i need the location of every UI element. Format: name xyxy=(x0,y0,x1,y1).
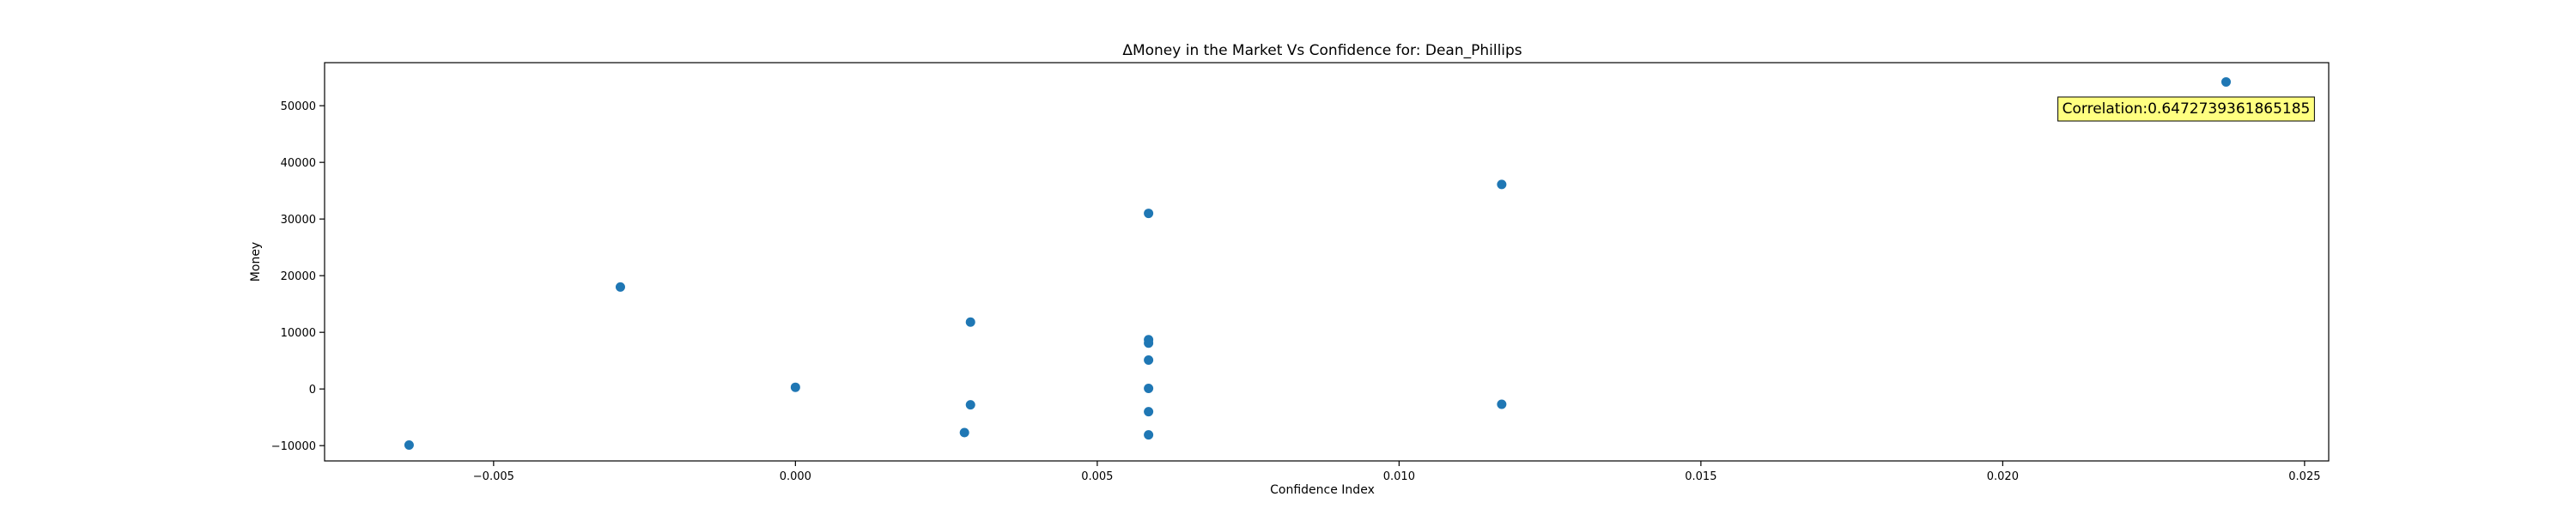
data-point xyxy=(1497,399,1507,409)
correlation-annotation-text: Correlation:0.6472739361865185 xyxy=(2063,100,2311,118)
data-point xyxy=(404,440,414,451)
data-point xyxy=(1497,179,1507,190)
y-tick-label: 10000 xyxy=(281,327,316,340)
x-tick-label: 0.025 xyxy=(2288,470,2320,483)
correlation-annotation-box xyxy=(2057,96,2315,122)
x-tick-label: 0.000 xyxy=(780,470,811,483)
y-axis-ticks: −10000 0 10000 20000 30000 40000 50000 xyxy=(271,100,325,453)
y-tick-label: 0 xyxy=(309,384,316,397)
data-point xyxy=(1144,209,1154,219)
data-point xyxy=(615,282,625,292)
data-point xyxy=(965,317,975,327)
data-point xyxy=(790,382,800,392)
x-axis-ticks: −0.005 0.000 0.005 0.010 0.015 0.020 0.025 xyxy=(473,461,2320,483)
correlation-annotation: Correlation:0.6472739361865185 xyxy=(2057,96,2315,122)
x-tick-label: −0.005 xyxy=(473,470,514,483)
data-point xyxy=(1144,355,1154,366)
x-tick-label: 0.005 xyxy=(1081,470,1113,483)
y-axis-label: Money xyxy=(249,242,263,282)
x-tick-label: 0.020 xyxy=(1987,470,2019,483)
y-tick-label: −10000 xyxy=(271,440,316,453)
x-axis-label: Confidence Index xyxy=(1270,483,1375,497)
data-point xyxy=(965,400,975,410)
data-point xyxy=(2221,76,2231,87)
y-tick-label: 20000 xyxy=(281,270,316,283)
chart-title: ΔMoney in the Market Vs Confidence for: … xyxy=(1122,42,1522,59)
data-point xyxy=(1144,384,1154,394)
data-points xyxy=(404,76,2231,451)
y-tick-label: 40000 xyxy=(281,157,316,170)
y-tick-label: 30000 xyxy=(281,214,316,227)
x-tick-label: 0.010 xyxy=(1383,470,1415,483)
data-point xyxy=(959,427,969,438)
plot-area-frame xyxy=(324,62,2330,462)
data-point xyxy=(1144,407,1154,417)
y-tick-label: 50000 xyxy=(281,100,316,113)
data-point xyxy=(1144,430,1154,440)
data-point xyxy=(1144,338,1154,348)
x-tick-label: 0.015 xyxy=(1685,470,1716,483)
